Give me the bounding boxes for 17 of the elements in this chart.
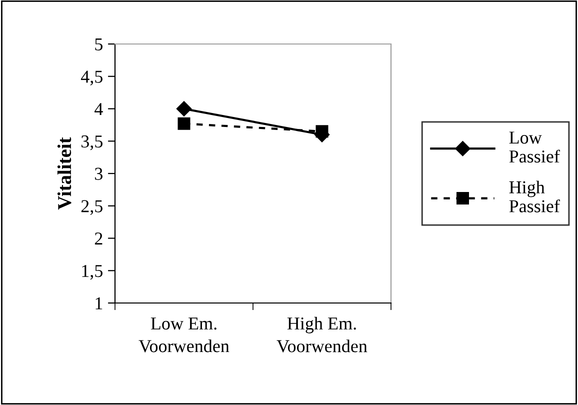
x-tick-label: Low Em. Voorwenden [138,318,230,352]
point [178,117,190,130]
y-tick-label: 1 [96,297,102,310]
y-axis-title: Vitaliteit [57,137,72,210]
legend-label: High Passief [509,180,560,212]
y-tick-label: 4 [94,103,103,116]
y-tick-label: 2,5 [81,200,102,215]
legend-label: Low Passief [509,132,560,163]
y-tick-label: 5 [95,38,102,50]
point [176,101,192,116]
point [316,125,328,138]
y-tick-label: 1,5 [82,264,102,280]
x-tick-label: High Em. Voorwenden [276,316,368,352]
y-tick-label: 3 [95,168,102,180]
y-tick-label: 4,5 [80,70,102,86]
y-tick-label: 2 [94,232,102,245]
y-tick-label: 3,5 [81,135,102,150]
